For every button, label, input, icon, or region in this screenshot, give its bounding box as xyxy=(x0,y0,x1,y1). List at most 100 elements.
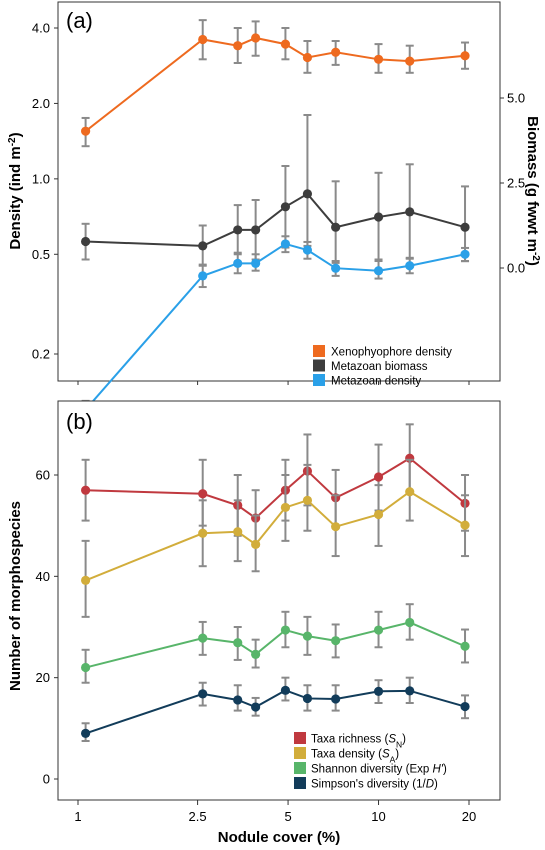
legend-label: Metazoan density xyxy=(331,376,421,388)
y-right-tick-label: 5.0 xyxy=(507,91,525,106)
y-tick-label: 20 xyxy=(36,670,50,685)
data-point xyxy=(405,487,415,497)
y-ticks-b: 0 20 40 60 xyxy=(36,468,58,787)
data-point xyxy=(280,502,291,513)
series-b xyxy=(81,423,470,742)
series-line xyxy=(85,490,466,582)
data-point xyxy=(233,258,243,268)
data-point xyxy=(251,225,261,235)
y-tick-label: 0.5 xyxy=(32,247,50,262)
data-point xyxy=(251,258,261,268)
series-line xyxy=(84,36,466,132)
data-point xyxy=(302,52,313,63)
data-point xyxy=(81,575,91,585)
data-point xyxy=(251,649,261,659)
data-point xyxy=(405,56,415,66)
data-point xyxy=(460,520,470,530)
data-point xyxy=(280,202,291,212)
data-point xyxy=(331,522,341,532)
x-ticks: 1 2.5 5 10 20 xyxy=(74,381,476,824)
y-axis-title-b: Number of morphospecies xyxy=(7,501,24,691)
y-tick-label: 2.0 xyxy=(32,96,50,111)
data-point xyxy=(81,728,91,739)
data-point xyxy=(405,617,415,628)
data-point xyxy=(233,638,243,648)
series-line xyxy=(85,457,466,520)
data-point xyxy=(302,631,313,641)
data-point xyxy=(373,212,384,222)
data-point xyxy=(373,686,384,696)
data-point xyxy=(373,266,384,276)
x-tick-label: 5 xyxy=(284,809,291,824)
y-tick-label: 0 xyxy=(43,772,50,787)
data-point xyxy=(251,702,261,712)
legend-swatch xyxy=(313,345,325,357)
data-point xyxy=(198,489,208,499)
data-point xyxy=(302,189,313,199)
data-point xyxy=(405,207,415,217)
data-point xyxy=(81,662,91,673)
data-point xyxy=(460,249,470,259)
legend-label: Taxa richness (SN) xyxy=(311,734,406,750)
data-point xyxy=(198,633,208,643)
legend-swatch xyxy=(313,359,325,372)
data-point xyxy=(233,527,243,537)
data-point xyxy=(280,239,291,249)
data-point xyxy=(405,261,415,271)
panel-b-frame xyxy=(57,400,501,801)
x-axis-title: Nodule cover (%) xyxy=(218,829,341,846)
data-point xyxy=(460,701,470,712)
y-tick-label: 4.0 xyxy=(32,21,50,36)
data-point xyxy=(460,51,470,61)
y-ticks-right: 0.0 2.5 5.0 xyxy=(500,91,525,276)
data-point xyxy=(198,689,208,699)
y-right-tick-label: 0.0 xyxy=(507,261,525,276)
data-point xyxy=(280,625,291,635)
y-tick-label: 60 xyxy=(36,468,50,483)
y-tick-label: 40 xyxy=(36,569,50,584)
x-tick-label: 2.5 xyxy=(189,809,207,824)
series-shannon-diversity-exp-h xyxy=(81,603,470,684)
data-point xyxy=(373,625,384,635)
data-point xyxy=(405,686,415,696)
panel-b-label: (b) xyxy=(66,409,93,434)
data-point xyxy=(251,33,261,43)
series-xenophyophore-density xyxy=(81,19,470,148)
x-tick-label: 20 xyxy=(462,809,476,824)
y-axis-title-right: Biomass (g fwwt m-2) xyxy=(524,116,542,266)
legend-label: Taxa density (SA) xyxy=(311,749,399,765)
y-ticks-left: 0.2 0.5 1.0 2.0 4.0 xyxy=(32,21,58,362)
panel-a-label: (a) xyxy=(66,8,93,33)
data-point xyxy=(331,47,341,57)
legend-swatch xyxy=(294,762,306,774)
x-tick-label: 1 xyxy=(74,809,81,824)
data-point xyxy=(331,636,341,646)
data-point xyxy=(81,485,91,495)
data-point xyxy=(251,539,261,550)
series-metazoan-biomass xyxy=(81,114,470,266)
series-line xyxy=(85,689,466,735)
y-axis-title-left: Density (ind m-2) xyxy=(7,132,25,249)
series-line xyxy=(85,192,466,247)
data-point xyxy=(280,39,291,49)
series-taxa-density-s-a xyxy=(81,458,470,618)
data-point xyxy=(233,225,243,235)
data-point xyxy=(373,509,384,520)
panel-a-frame xyxy=(57,1,501,382)
panel-b: (b) Number of morphospecies 0 20 40 60 Taxa… xyxy=(7,400,501,801)
legend-swatch xyxy=(294,732,306,744)
y-tick-label: 0.2 xyxy=(32,347,50,362)
series-a xyxy=(81,19,470,421)
series-simpson-s-diversity-1-d xyxy=(81,676,470,742)
data-point xyxy=(302,245,313,255)
series-line xyxy=(85,621,466,669)
legend-label: Metazoan biomass xyxy=(331,361,428,373)
data-point xyxy=(460,641,470,651)
data-point xyxy=(302,693,313,704)
x-tick-label: 10 xyxy=(371,809,385,824)
legend-swatch xyxy=(313,374,325,386)
data-point xyxy=(331,222,341,232)
data-point xyxy=(198,528,208,538)
data-point xyxy=(460,222,470,232)
legend-label: Shannon diversity (Exp H') xyxy=(311,764,447,776)
